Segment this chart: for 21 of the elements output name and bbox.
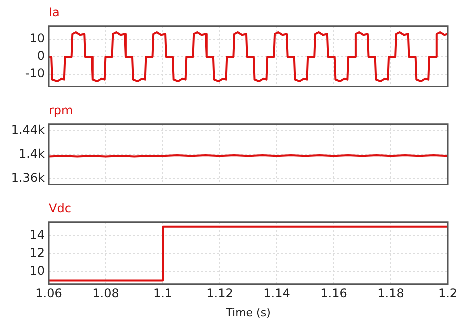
y-tick-label: -10 (25, 66, 45, 81)
x-tick-label: 1.06 (36, 286, 62, 301)
chart-title: Ia (49, 5, 60, 20)
x-tick-label: 1.14 (264, 286, 290, 301)
y-tick-label: 12 (30, 246, 45, 260)
x-axis-title: Time (s) (225, 306, 271, 320)
chart-title: Vdc (49, 201, 72, 216)
y-tick-label: 14 (30, 228, 45, 242)
y-tick-label: 1.4k (18, 147, 46, 162)
y-tick-label: 10 (30, 264, 45, 278)
y-tick-label: 1.44k (11, 123, 46, 138)
x-tick-label: 1.2 (438, 286, 458, 301)
y-tick-label: 1.36k (11, 170, 46, 185)
x-tick-label: 1.16 (320, 286, 348, 301)
chart-title: rpm (49, 103, 74, 118)
x-tick-label: 1.1 (153, 286, 173, 301)
x-tick-label: 1.18 (378, 286, 404, 301)
y-tick-label: 0 (37, 49, 45, 64)
y-tick-label: 10 (30, 32, 45, 46)
x-tick-label: 1.08 (92, 286, 120, 301)
x-tick-label: 1.12 (206, 286, 234, 301)
